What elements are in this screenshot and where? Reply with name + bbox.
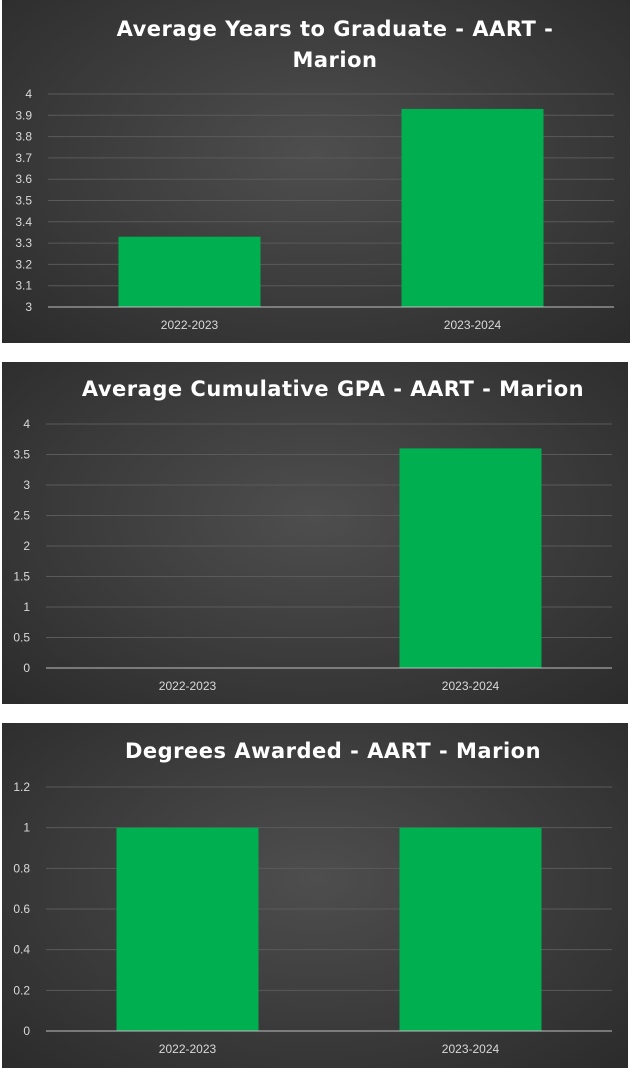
chart-title: Average Cumulative GPA - AART - Marion (82, 377, 584, 401)
bar-2022-2023 (118, 236, 261, 307)
chart-panel-years-to-graduate: Average Years to Graduate - AART - Marion… (2, 0, 630, 343)
y-tick-label: 0.4 (13, 943, 30, 957)
x-tick-label: 2022-2023 (159, 679, 217, 693)
y-tick-label: 1.5 (13, 570, 30, 584)
y-tick-label: 3 (25, 300, 32, 314)
bar-2023-2024 (399, 827, 542, 1031)
x-tick-label: 2023-2024 (442, 1042, 500, 1056)
y-tick-label: 3.5 (13, 448, 30, 462)
y-tick-label: 3.3 (15, 236, 32, 250)
chart-panel-cumulative-gpa: Average Cumulative GPA - AART - Marion 0 0… (2, 362, 628, 704)
x-tick-label: 2023-2024 (442, 679, 500, 693)
y-tick-label: 0 (23, 661, 30, 675)
y-tick-label: 0 (23, 1024, 30, 1038)
y-tick-label: 1.2 (13, 780, 30, 794)
y-tick-label: 1 (23, 821, 30, 835)
y-tick-label: 3.2 (15, 257, 32, 271)
y-tick-label: 4 (25, 87, 32, 101)
y-tick-label: 3.8 (15, 130, 32, 144)
x-tick-label: 2022-2023 (159, 1042, 217, 1056)
chart-years-to-graduate: Average Years to Graduate - AART - Marion… (15, 17, 614, 332)
chart-title: Average Years to Graduate - AART - (117, 17, 554, 41)
y-tick-label: 3.5 (15, 194, 32, 208)
y-tick-label: 0.2 (13, 983, 30, 997)
y-tick-label: 0.8 (13, 861, 30, 875)
x-tick-label: 2023-2024 (444, 318, 502, 332)
bar-2022-2023 (116, 827, 259, 1031)
y-tick-label: 0.5 (13, 631, 30, 645)
chart-degrees-awarded: Degrees Awarded - AART - Marion 0 0.2 0.4 0.… (13, 739, 612, 1056)
y-tick-label: 2.5 (13, 509, 30, 523)
y-tick-label: 4 (23, 417, 30, 431)
y-tick-label: 3.4 (15, 215, 32, 229)
y-tick-label: 3.7 (15, 151, 32, 165)
chart-cumulative-gpa: Average Cumulative GPA - AART - Marion 0 0… (13, 377, 612, 693)
chart-title: Degrees Awarded - AART - Marion (125, 739, 541, 763)
y-tick-label: 3.1 (15, 279, 32, 293)
y-tick-label: 1 (23, 600, 30, 614)
bar-2023-2024 (401, 108, 544, 307)
y-tick-label: 0.6 (13, 902, 30, 916)
y-tick-label: 3.6 (15, 172, 32, 186)
x-tick-label: 2022-2023 (161, 318, 219, 332)
y-tick-label: 3.9 (15, 108, 32, 122)
chart-title: Marion (292, 48, 377, 72)
bar-2023-2024 (399, 448, 542, 668)
chart-panel-degrees-awarded: Degrees Awarded - AART - Marion 0 0.2 0.4 0.… (2, 723, 628, 1068)
y-tick-label: 3 (23, 478, 30, 492)
y-tick-label: 2 (23, 539, 30, 553)
